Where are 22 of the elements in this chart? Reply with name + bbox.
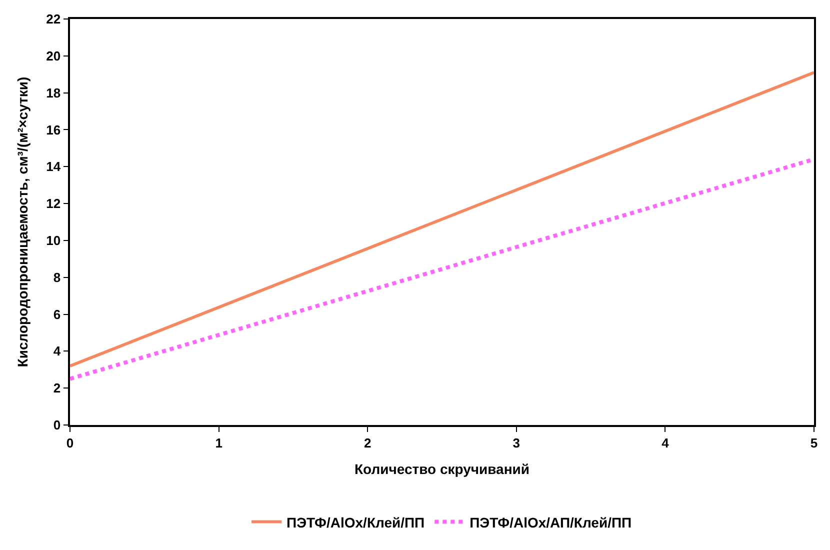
y-tick-label: 20 [46, 48, 61, 64]
y-tick-label: 4 [53, 344, 62, 359]
x-tick-label: 5 [810, 435, 818, 450]
y-tick-label: 14 [46, 159, 62, 174]
x-tick-label: 4 [662, 435, 670, 450]
y-tick-label: 22 [46, 12, 61, 27]
x-axis-title: Количество скручиваний [354, 461, 530, 478]
y-tick-label: 10 [46, 233, 61, 248]
y-tick-label: 16 [46, 122, 61, 138]
y-tick-label: 0 [53, 418, 61, 433]
x-tick-label: 3 [512, 435, 520, 450]
x-tick-label: 0 [66, 435, 74, 450]
y-tick-label: 6 [53, 306, 61, 322]
y-axis-title: Кислородопроницаемость, см³/(м²×сутки) [14, 76, 30, 368]
y-tick-label: 18 [46, 85, 61, 100]
y-tick-label: 12 [46, 196, 61, 212]
legend-label: ПЭТФ/AlOx/АП/Клей/ПП [470, 514, 632, 530]
y-tick-label: 8 [53, 270, 61, 285]
x-tick-label: 2 [364, 435, 372, 450]
x-tick-label: 1 [215, 435, 222, 450]
y-tick-label: 2 [53, 380, 61, 396]
legend-label: ПЭТФ/AlOx/Клей/ПП [286, 514, 425, 530]
